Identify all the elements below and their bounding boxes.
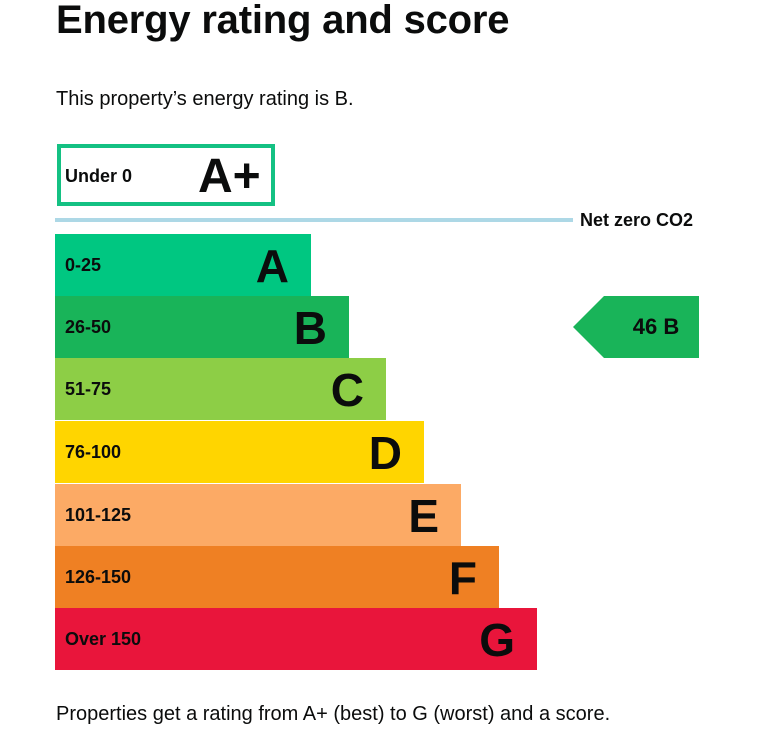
current-rating-label: 46 B <box>632 314 680 339</box>
band-a-plus-box <box>57 144 275 206</box>
band-d-range: 76-100 <box>65 442 122 462</box>
net-zero-line <box>55 218 573 222</box>
band-g-letter: G <box>479 614 515 666</box>
band-c: 51-75 C <box>55 358 386 420</box>
band-e: 101-125 E <box>55 484 461 546</box>
band-a-plus-range: Under 0 <box>65 166 133 186</box>
current-rating-marker: 46 B <box>573 296 699 358</box>
band-a-range: 0-25 <box>65 255 102 275</box>
band-a-letter: A <box>255 240 289 292</box>
band-d-letter: D <box>368 427 402 479</box>
band-g-range: Over 150 <box>65 629 142 649</box>
band-f-range: 126-150 <box>65 567 132 587</box>
band-b-range: 26-50 <box>65 317 112 337</box>
band-c-range: 51-75 <box>65 379 112 399</box>
page-title: Energy rating and score <box>56 0 510 42</box>
current-rating-arrow-icon <box>573 296 699 358</box>
band-f: 126-150 F <box>55 546 499 608</box>
rating-scale-note: Properties get a rating from A+ (best) t… <box>56 703 611 725</box>
band-b-letter: B <box>293 302 327 354</box>
band-e-letter: E <box>408 490 439 542</box>
rating-summary-text: This property’s energy rating is B. <box>56 88 354 110</box>
band-g: Over 150 G <box>55 608 537 670</box>
band-f-letter: F <box>448 552 477 604</box>
band-b: 26-50 B <box>55 296 349 358</box>
band-a: 0-25 A <box>55 234 311 296</box>
band-e-range: 101-125 <box>65 505 132 525</box>
net-zero-label: Net zero CO2 <box>580 210 694 230</box>
energy-rating-chart: Under 0 A+ Net zero CO2 0-25 A 26-50 B 5… <box>55 144 699 670</box>
band-d: 76-100 D <box>55 421 424 483</box>
band-a-plus-letter: A+ <box>198 150 261 203</box>
band-c-letter: C <box>330 364 364 416</box>
